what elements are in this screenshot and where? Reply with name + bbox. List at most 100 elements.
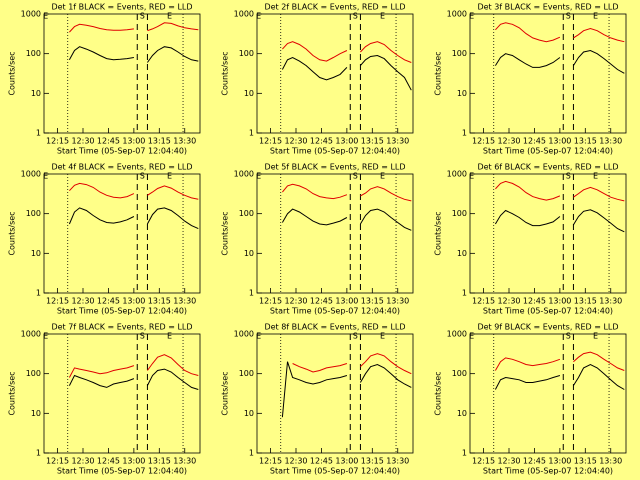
series-line <box>494 209 625 233</box>
series-line <box>292 353 412 375</box>
annotation: E <box>256 332 261 341</box>
annotation: E <box>593 172 598 181</box>
x-tick-label: 12:30 <box>284 457 307 466</box>
y-tick-label: 10 <box>31 249 41 258</box>
x-axis-label: Start Time (05-Sep-07 12:04:40) <box>57 307 187 316</box>
x-tick-label: 13:00 <box>335 137 358 146</box>
plot-frame <box>469 173 627 294</box>
y-tick-label: 100 <box>26 209 41 218</box>
x-tick-label: 13:00 <box>548 457 571 466</box>
y-tick-label: 1 <box>249 449 254 458</box>
x-tick-label: 13:15 <box>574 137 597 146</box>
plot-frame <box>256 13 414 134</box>
y-tick-label: 10 <box>244 409 254 418</box>
annotation: E <box>256 172 261 181</box>
x-axis-label: Start Time (05-Sep-07 12:04:40) <box>270 147 400 156</box>
annotation: E <box>43 12 48 21</box>
chart-title: Det 3f BLACK = Events, RED = LLD <box>477 3 618 12</box>
y-tick-label: 100 <box>239 49 254 58</box>
series-line <box>281 54 412 91</box>
plot-frame <box>469 13 627 134</box>
series-line <box>495 22 625 43</box>
x-axis-label: Start Time (05-Sep-07 12:04:40) <box>270 307 400 316</box>
x-axis-label: Start Time (05-Sep-07 12:04:40) <box>57 147 187 156</box>
y-axis-label: Counts/sec <box>8 371 17 415</box>
annotation: E <box>167 172 172 181</box>
x-tick-label: 12:30 <box>284 137 307 146</box>
x-tick-label: 13:00 <box>122 297 145 306</box>
y-tick-label: 10 <box>31 89 41 98</box>
y-axis-label: Counts/sec <box>434 51 443 95</box>
x-tick-label: 12:15 <box>472 137 495 146</box>
plot-frame <box>469 333 627 454</box>
y-tick-label: 10 <box>244 249 254 258</box>
x-tick-label: 12:15 <box>46 297 69 306</box>
x-tick-label: 12:15 <box>46 137 69 146</box>
x-tick-label: 13:15 <box>574 457 597 466</box>
series-line <box>281 208 412 231</box>
y-tick-label: 1 <box>249 129 254 138</box>
y-tick-label: 1000 <box>234 10 254 19</box>
plot-frame <box>43 173 201 294</box>
annotation: S <box>566 172 571 181</box>
x-tick-label: 12:30 <box>284 297 307 306</box>
x-tick-label: 12:30 <box>71 137 94 146</box>
y-tick-label: 100 <box>239 209 254 218</box>
annotation: E <box>256 12 261 21</box>
annotation: E <box>167 12 172 21</box>
x-tick-label: 13:00 <box>548 137 571 146</box>
y-tick-label: 100 <box>26 49 41 58</box>
x-tick-label: 13:00 <box>122 457 145 466</box>
series-line <box>68 354 199 378</box>
y-tick-label: 1 <box>462 129 467 138</box>
y-tick-label: 1 <box>462 449 467 458</box>
series-line <box>281 361 412 418</box>
x-tick-label: 12:45 <box>310 297 333 306</box>
annotation: E <box>43 172 48 181</box>
annotation: E <box>167 332 172 341</box>
x-tick-label: 13:15 <box>148 457 171 466</box>
y-tick-label: 1000 <box>21 330 41 339</box>
y-tick-label: 10 <box>457 89 467 98</box>
x-tick-label: 12:30 <box>497 137 520 146</box>
annotation: S <box>353 12 358 21</box>
x-tick-label: 13:30 <box>386 297 409 306</box>
series-line <box>495 180 625 202</box>
y-tick-label: 100 <box>26 369 41 378</box>
y-tick-label: 1 <box>36 289 41 298</box>
x-axis-label: Start Time (05-Sep-07 12:04:40) <box>270 467 400 476</box>
series-line <box>282 183 412 202</box>
x-tick-label: 12:45 <box>97 457 120 466</box>
y-tick-label: 1000 <box>447 330 467 339</box>
x-tick-label: 13:00 <box>122 137 145 146</box>
chart-title: Det 5f BLACK = Events, RED = LLD <box>264 163 405 172</box>
plot-frame <box>256 173 414 294</box>
y-axis-label: Counts/sec <box>221 51 230 95</box>
x-tick-label: 12:15 <box>259 457 282 466</box>
x-tick-label: 13:30 <box>173 457 196 466</box>
y-tick-label: 100 <box>452 49 467 58</box>
x-tick-label: 13:15 <box>361 297 384 306</box>
x-tick-label: 12:30 <box>71 457 94 466</box>
x-axis-label: Start Time (05-Sep-07 12:04:40) <box>57 467 187 476</box>
x-tick-label: 12:30 <box>497 297 520 306</box>
x-axis-label: Start Time (05-Sep-07 12:04:40) <box>483 147 613 156</box>
annotation: E <box>43 332 48 341</box>
annotation: E <box>593 332 598 341</box>
annotation: S <box>566 332 571 341</box>
x-tick-label: 13:00 <box>335 297 358 306</box>
annotation: E <box>469 332 474 341</box>
y-tick-label: 1000 <box>447 170 467 179</box>
chart-title: Det 4f BLACK = Events, RED = LLD <box>51 163 192 172</box>
x-tick-label: 13:30 <box>599 457 622 466</box>
x-tick-label: 13:00 <box>548 297 571 306</box>
x-tick-label: 12:30 <box>71 297 94 306</box>
y-axis-label: Counts/sec <box>434 371 443 415</box>
x-tick-label: 12:45 <box>523 457 546 466</box>
annotation: E <box>380 332 385 341</box>
annotation: E <box>593 12 598 21</box>
y-tick-label: 100 <box>452 209 467 218</box>
y-tick-label: 1 <box>36 129 41 138</box>
y-tick-label: 10 <box>457 249 467 258</box>
y-tick-label: 1000 <box>234 330 254 339</box>
